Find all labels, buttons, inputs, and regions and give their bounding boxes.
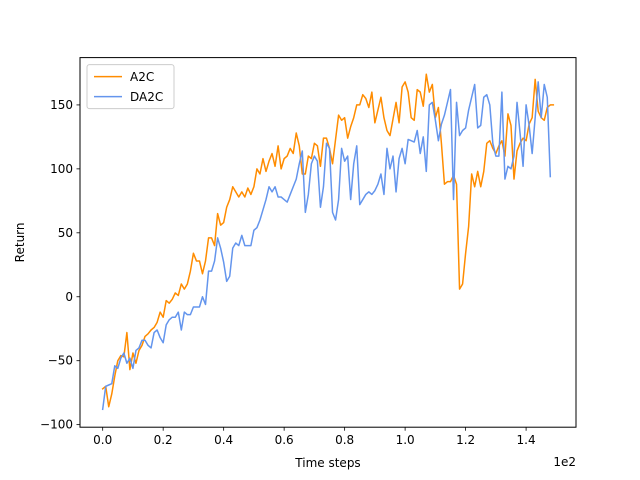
x-tick-label: 1.0 xyxy=(396,433,415,447)
plot-area-frame xyxy=(79,57,577,428)
x-tick-label: 1.2 xyxy=(456,433,475,447)
y-tick-label: 0 xyxy=(65,290,73,304)
x-tick-label: 0.4 xyxy=(214,433,233,447)
y-tick-label: 150 xyxy=(50,98,73,112)
y-tick-label: −100 xyxy=(40,418,73,432)
series-line-da2c xyxy=(101,81,552,411)
legend: A2C DA2C xyxy=(86,64,175,110)
legend-label-da2c: DA2C xyxy=(130,90,163,104)
series-line-a2c xyxy=(101,73,555,408)
y-axis-label: Return xyxy=(13,222,27,262)
x-tick-label: 0.6 xyxy=(275,433,294,447)
y-tick-label: −50 xyxy=(48,354,73,368)
x-axis-label: Time steps xyxy=(294,456,360,470)
x-tick-label: 0.8 xyxy=(335,433,354,447)
legend-box xyxy=(86,64,175,110)
y-axis: −100 −50 0 50 100 150 xyxy=(40,98,80,432)
x-tick-label: 0.0 xyxy=(93,433,112,447)
y-tick-label: 50 xyxy=(58,226,73,240)
legend-label-a2c: A2C xyxy=(130,70,154,84)
x-tick-label: 1.4 xyxy=(517,433,536,447)
series-layer xyxy=(101,73,555,411)
x-axis-offset-label: 1e2 xyxy=(553,455,576,469)
y-tick-label: 100 xyxy=(50,162,73,176)
x-tick-label: 0.2 xyxy=(154,433,173,447)
x-axis: 0.0 0.2 0.4 0.6 0.8 1.0 1.2 1.4 xyxy=(93,427,536,447)
